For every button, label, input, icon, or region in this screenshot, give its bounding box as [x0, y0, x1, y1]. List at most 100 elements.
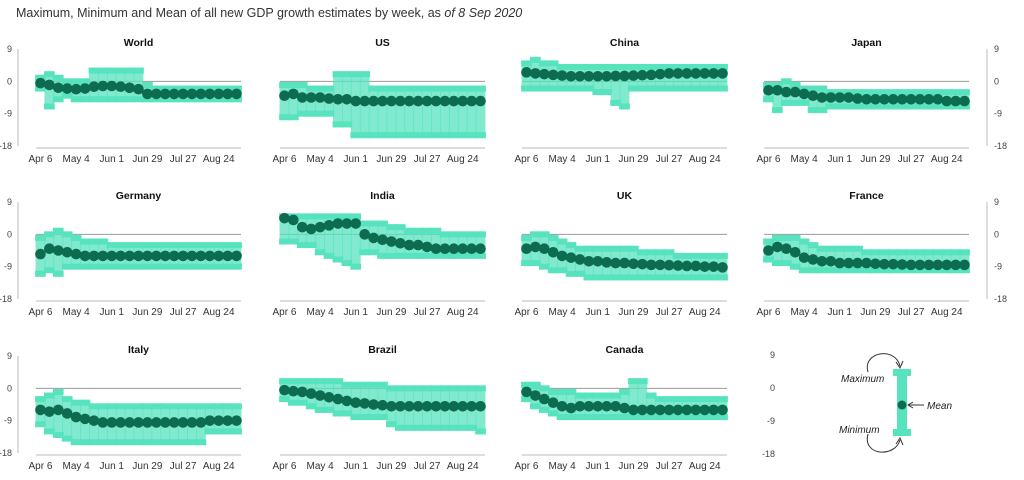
- min-cap-italy-w14: [159, 439, 171, 446]
- x-tick-france-aug-24: Aug 24: [931, 307, 963, 318]
- min-cap-japan-w11: [861, 103, 872, 110]
- y-tick-world-minus-18: -18: [0, 141, 12, 151]
- max-cap-france-w21: [950, 249, 961, 256]
- min-cap-japan-w21: [950, 103, 961, 110]
- mean-marker-germany-w19: [204, 250, 216, 262]
- min-cap-canada-w9: [601, 414, 613, 421]
- mean-marker-brazil-w22: [475, 400, 486, 412]
- max-cap-world-w19: [204, 85, 216, 92]
- min-cap-germany-w5: [79, 263, 91, 270]
- mean-marker-world-w3: [61, 83, 73, 94]
- mean-marker-china-w3: [547, 69, 559, 81]
- max-cap-france-w2: [780, 234, 792, 241]
- max-cap-canada-w0: [521, 381, 532, 388]
- max-cap-india-w13: [394, 224, 406, 231]
- min-cap-japan-w17: [914, 103, 926, 110]
- legend-y-tick-minus-9: -9: [767, 416, 775, 426]
- min-cap-italy-w22: [231, 428, 242, 435]
- max-cap-italy-w8: [106, 403, 118, 410]
- min-cap-china-w8: [592, 89, 604, 96]
- min-cap-italy-w5: [79, 439, 91, 446]
- x-tick-brazil-may-4: May 4: [306, 461, 334, 472]
- min-cap-us-w17: [430, 132, 442, 139]
- mean-marker-uk-w10: [610, 257, 621, 269]
- mean-marker-world-w1: [44, 79, 55, 91]
- max-cap-japan-w11: [861, 89, 872, 96]
- mean-marker-india-w12: [386, 236, 397, 247]
- mean-marker-uk-w9: [601, 257, 612, 268]
- min-cap-germany-w2: [52, 270, 64, 277]
- max-cap-italy-w12: [142, 403, 153, 410]
- mean-marker-us-w15: [412, 95, 424, 107]
- min-cap-brazil-w2: [296, 399, 308, 406]
- mean-marker-germany-w0: [35, 248, 46, 260]
- mean-marker-india-w14: [403, 239, 415, 251]
- mean-marker-canada-w6: [574, 400, 586, 412]
- range-bar-us-w22: [475, 88, 486, 136]
- min-cap-india-w9: [359, 249, 371, 256]
- min-cap-canada-w18: [681, 414, 693, 421]
- min-cap-us-w2: [296, 110, 308, 117]
- mean-marker-us-w18: [439, 95, 451, 107]
- mean-marker-france-w21: [950, 259, 961, 271]
- max-cap-italy-w15: [168, 403, 180, 410]
- mean-marker-canada-w1: [530, 390, 541, 401]
- max-cap-france-w10: [852, 245, 863, 252]
- max-cap-brazil-w1: [288, 378, 299, 385]
- min-cap-germany-w13: [150, 263, 162, 270]
- min-cap-japan-w6: [816, 107, 828, 114]
- legend-mean-arrowhead: [907, 401, 914, 409]
- x-tick-italy-aug-24: Aug 24: [203, 461, 235, 472]
- min-cap-germany-w0: [35, 270, 46, 277]
- min-cap-india-w0: [279, 238, 290, 245]
- y-tick-italy-9: 9: [7, 351, 12, 361]
- panel-us: US Apr 6 May 4 Jun 1 Jun 29 Jul 27 Aug 24: [273, 37, 486, 165]
- min-cap-world-w3: [61, 92, 73, 99]
- min-cap-china-w4: [556, 85, 568, 92]
- mean-marker-india-w18: [439, 243, 451, 255]
- max-cap-uk-w11: [619, 245, 630, 252]
- min-cap-japan-w14: [887, 103, 899, 110]
- mean-marker-japan-w15: [896, 93, 908, 105]
- min-cap-italy-w16: [177, 439, 189, 446]
- mean-marker-us-w4: [314, 92, 326, 103]
- mean-marker-canada-w16: [663, 404, 675, 416]
- min-cap-india-w20: [457, 252, 469, 259]
- min-cap-world-w12: [142, 96, 153, 103]
- y-tick-germany-9: 9: [7, 197, 12, 207]
- max-cap-india-w18: [439, 231, 451, 238]
- max-cap-brazil-w0: [279, 378, 290, 385]
- mean-marker-us-w5: [323, 93, 335, 104]
- max-cap-us-w17: [430, 85, 442, 92]
- max-cap-france-w17: [914, 249, 926, 256]
- mean-marker-italy-w9: [115, 417, 126, 428]
- min-cap-us-w7: [341, 121, 353, 128]
- chart-title-prefix: Maximum, Minimum and Mean of all new GDP…: [16, 6, 445, 20]
- panel-title-brazil: Brazil: [368, 344, 397, 356]
- min-cap-canada-w2: [538, 406, 550, 413]
- mean-marker-china-w18: [681, 68, 693, 79]
- mean-marker-china-w12: [628, 70, 639, 81]
- max-cap-brazil-w9: [359, 381, 371, 388]
- max-cap-india-w2: [296, 213, 308, 220]
- mean-marker-japan-w12: [870, 93, 881, 105]
- min-cap-france-w13: [878, 267, 890, 274]
- min-cap-france-w6: [816, 267, 828, 274]
- min-cap-china-w16: [663, 85, 675, 92]
- mean-marker-uk-w20: [699, 261, 711, 272]
- mean-marker-canada-w13: [637, 404, 648, 416]
- max-cap-china-w20: [699, 63, 711, 70]
- mean-marker-italy-w16: [177, 417, 189, 428]
- panel-title-uk: UK: [617, 190, 633, 202]
- min-cap-uk-w14: [645, 274, 657, 281]
- min-cap-india-w3: [305, 242, 317, 249]
- mean-marker-brazil-w14: [403, 400, 415, 412]
- x-tick-canada-may-4: May 4: [548, 461, 576, 472]
- max-cap-brazil-w20: [457, 385, 469, 392]
- min-cap-uk-w19: [690, 274, 702, 281]
- max-cap-china-w8: [592, 63, 604, 70]
- mean-marker-italy-w7: [97, 417, 109, 428]
- legend-mean-label: Mean: [927, 401, 952, 412]
- x-tick-world-aug-24: Aug 24: [203, 154, 235, 165]
- max-cap-uk-w10: [610, 245, 621, 252]
